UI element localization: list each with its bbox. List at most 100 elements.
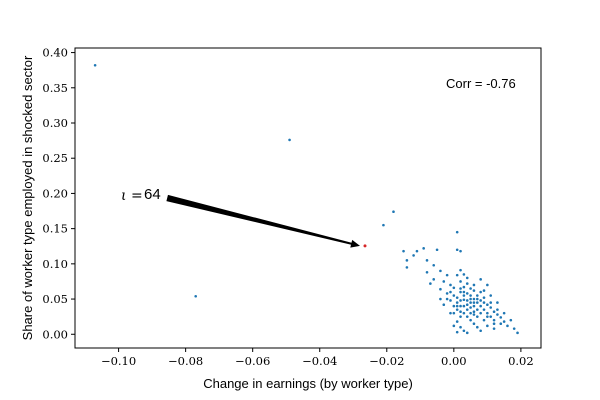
scatter-point <box>405 259 409 262</box>
scatter-point <box>459 268 462 272</box>
scatter-point <box>459 304 462 308</box>
scatter-point <box>459 249 462 253</box>
scatter-point <box>472 310 476 314</box>
scatter-point <box>462 290 466 294</box>
scatter-point <box>469 301 472 304</box>
scatter-point <box>486 315 489 318</box>
scatter-point <box>465 282 469 285</box>
y-tick-label: 0.00 <box>42 327 68 341</box>
scatter-point <box>482 289 486 292</box>
scatter-point <box>445 273 449 277</box>
scatter-point <box>492 318 496 322</box>
scatter-point <box>469 287 472 290</box>
scatter-point <box>486 283 489 287</box>
x-axis-ticks: −0.10 −0.08 −0.06 −0.04 −0.02 0.00 0.02 <box>101 348 534 368</box>
scatter-point <box>452 304 456 308</box>
iota-annotation: ι = 64 <box>121 186 161 204</box>
scatter-point <box>439 269 442 273</box>
scatter-point <box>435 248 439 252</box>
iota-equals: = <box>131 188 143 204</box>
scatter-point <box>489 301 493 304</box>
x-axis-label: Change in earnings (by worker type) <box>203 376 413 391</box>
scatter-point <box>449 290 452 294</box>
y-tick-label: 0.05 <box>42 292 68 306</box>
x-tick-label: 0.02 <box>508 354 534 368</box>
scatter-point <box>472 289 476 292</box>
scatter-point <box>472 304 476 308</box>
plot-area <box>93 63 519 335</box>
scatter-point <box>452 294 456 297</box>
scatter-point <box>425 259 429 262</box>
scatter-point <box>489 306 493 309</box>
scatter-point <box>449 283 452 287</box>
scatter-point <box>455 330 459 334</box>
scatter-point <box>442 280 446 283</box>
scatter-point <box>462 304 466 308</box>
scatter-point <box>459 325 462 329</box>
scatter-point <box>392 210 395 214</box>
scatter-point <box>402 249 405 253</box>
scatter-point <box>496 308 499 311</box>
scatter-point <box>455 304 459 308</box>
scatter-point <box>469 318 472 322</box>
scatter-point <box>422 247 425 250</box>
y-tick-label: 0.35 <box>42 81 68 95</box>
scatter-point <box>288 138 291 142</box>
y-tick-label: 0.40 <box>42 46 68 60</box>
scatter-point <box>442 303 446 306</box>
x-tick-label: 0.00 <box>441 354 467 368</box>
scatter-point <box>482 301 486 304</box>
scatter-point <box>469 297 472 301</box>
iota-symbol: ι <box>121 188 127 204</box>
scatter-point <box>465 276 469 280</box>
scatter-point <box>405 266 409 269</box>
scatter-point <box>469 294 472 297</box>
scatter-point <box>439 297 442 301</box>
scatter-point <box>93 63 97 67</box>
scatter-point <box>462 273 466 276</box>
scatter-point <box>496 301 499 304</box>
highlighted-point <box>363 244 367 248</box>
scatter-point <box>415 249 419 253</box>
scatter-point <box>455 320 459 323</box>
scatter-point <box>479 299 482 302</box>
scatter-point <box>476 297 479 301</box>
x-tick-label: −0.02 <box>369 354 404 368</box>
scatter-point <box>449 299 452 302</box>
scatter-point <box>459 299 462 302</box>
scatter-point <box>492 310 496 314</box>
scatter-point <box>462 298 466 302</box>
axes-frame <box>74 47 542 349</box>
scatter-point <box>445 292 449 295</box>
scatter-point <box>465 292 469 295</box>
y-tick-label: 0.30 <box>42 116 68 130</box>
scatter-point <box>479 329 482 333</box>
scatter-point <box>476 325 479 329</box>
y-axis-label: Share of worker type employed in shocked… <box>20 55 35 340</box>
scatter-point <box>469 311 472 315</box>
scatter-point <box>194 294 197 298</box>
scatter-point <box>476 301 479 304</box>
scatter-point <box>476 308 479 311</box>
scatter-point <box>455 248 459 252</box>
scatter-point <box>479 304 482 308</box>
scatter-point <box>432 263 436 267</box>
scatter-point <box>486 303 489 306</box>
scatter-point <box>486 311 489 315</box>
scatter-point <box>455 230 459 234</box>
scatter-point <box>502 320 506 323</box>
x-tick-label: −0.06 <box>235 354 270 368</box>
annotation-arrow <box>166 194 355 246</box>
scatter-point <box>506 324 509 328</box>
scatter-point <box>499 316 503 319</box>
scatter-point <box>489 315 493 318</box>
scatter-point <box>489 294 493 297</box>
scatter-point <box>512 327 516 330</box>
x-tick-label: −0.10 <box>101 354 136 368</box>
scatter-point <box>429 282 432 285</box>
scatter-point <box>476 315 479 318</box>
scatter-point <box>465 308 469 311</box>
scatter-point <box>516 331 519 335</box>
